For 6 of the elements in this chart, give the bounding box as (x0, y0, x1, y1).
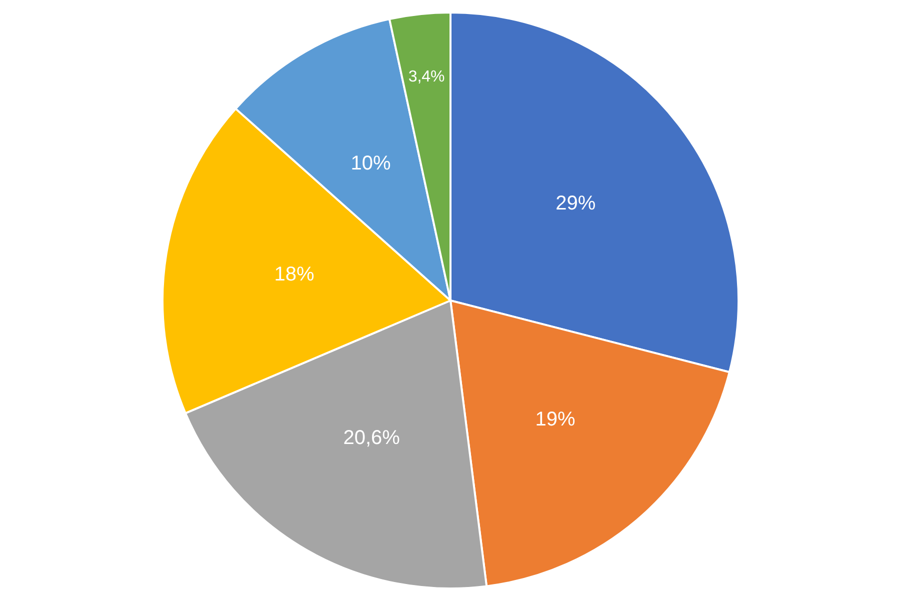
data-label: 10% (350, 152, 391, 175)
data-label: 20,6% (343, 426, 400, 449)
data-label: 19% (535, 408, 576, 430)
data-label: 29% (556, 192, 596, 214)
data-label: 18% (274, 264, 314, 286)
data-label: 3,4% (408, 68, 445, 86)
